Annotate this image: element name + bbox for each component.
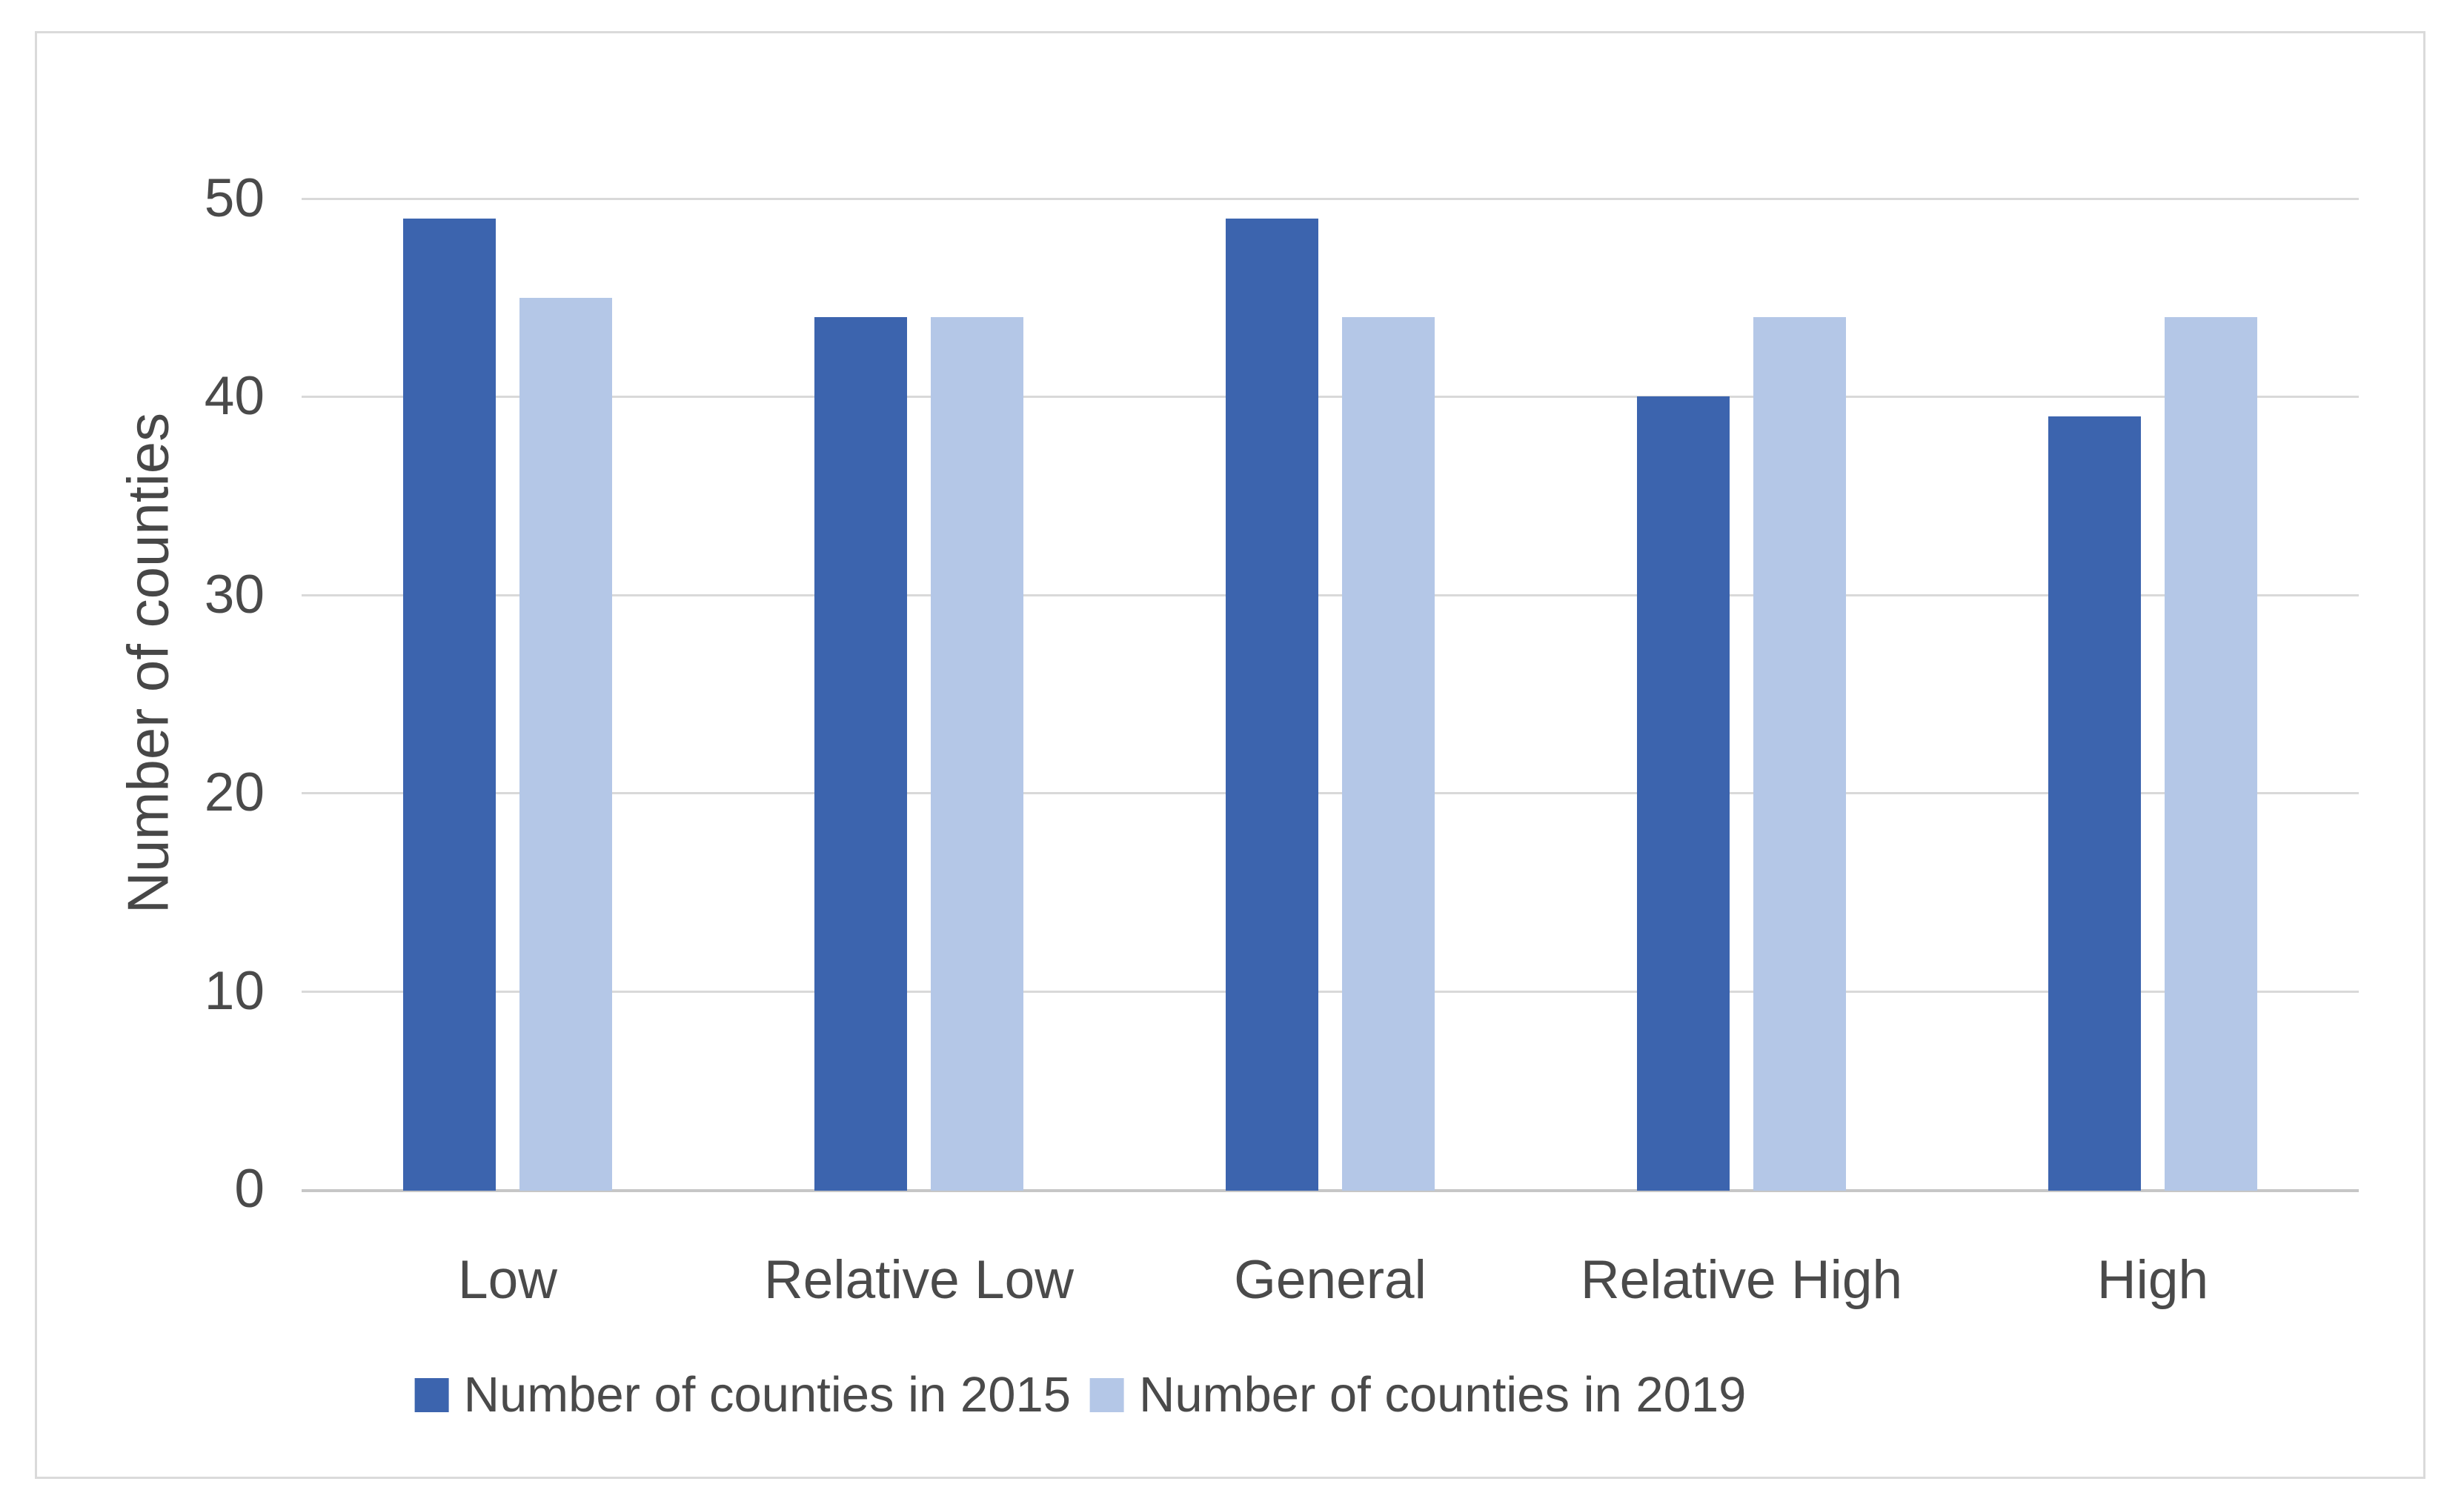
legend-label-2019: Number of counties in 2019: [1139, 1367, 1747, 1423]
bar-2019-high: [2165, 317, 2257, 1191]
y-tick-label-10: 10: [204, 961, 265, 1021]
gridline-50: [302, 198, 2359, 200]
bar-2015-general: [1226, 219, 1318, 1191]
legend-label-2015: Number of counties in 2015: [463, 1367, 1071, 1423]
y-axis-title: Number of counties: [115, 412, 181, 914]
legend: Number of counties in 2015 Number of coun…: [414, 1367, 1746, 1423]
y-tick-label-40: 40: [204, 366, 265, 426]
y-tick-label-30: 30: [204, 565, 265, 625]
x-category-label-high: High: [2096, 1250, 2209, 1310]
legend-swatch-2015: [414, 1378, 449, 1412]
x-axis-line: [302, 1189, 2359, 1192]
y-tick-label-50: 50: [204, 168, 265, 228]
gridline-40: [302, 396, 2359, 398]
bar-2019-relative-high: [1753, 317, 1846, 1191]
x-category-label-relative-low: Relative Low: [764, 1250, 1074, 1310]
bar-2015-relative-high: [1637, 396, 1730, 1191]
legend-item-2019: Number of counties in 2019: [1090, 1369, 1746, 1421]
gridline-20: [302, 792, 2359, 794]
legend-item-2015: Number of counties in 2015: [414, 1367, 1071, 1423]
bar-2019-low: [519, 298, 612, 1191]
gridline-10: [302, 991, 2359, 993]
bar-2015-relative-low: [814, 317, 907, 1191]
y-tick-label-0: 0: [234, 1159, 265, 1219]
y-tick-label-20: 20: [204, 762, 265, 822]
bar-2015-high: [2048, 416, 2141, 1191]
legend-swatch-2019: [1090, 1378, 1124, 1412]
x-category-label-general: General: [1234, 1250, 1427, 1310]
bar-2019-relative-low: [931, 317, 1023, 1191]
x-category-label-relative-high: Relative High: [1580, 1250, 1903, 1310]
gridline-30: [302, 594, 2359, 596]
x-category-label-low: Low: [458, 1250, 557, 1310]
bar-2019-general: [1342, 317, 1435, 1191]
bar-2015-low: [403, 219, 496, 1191]
